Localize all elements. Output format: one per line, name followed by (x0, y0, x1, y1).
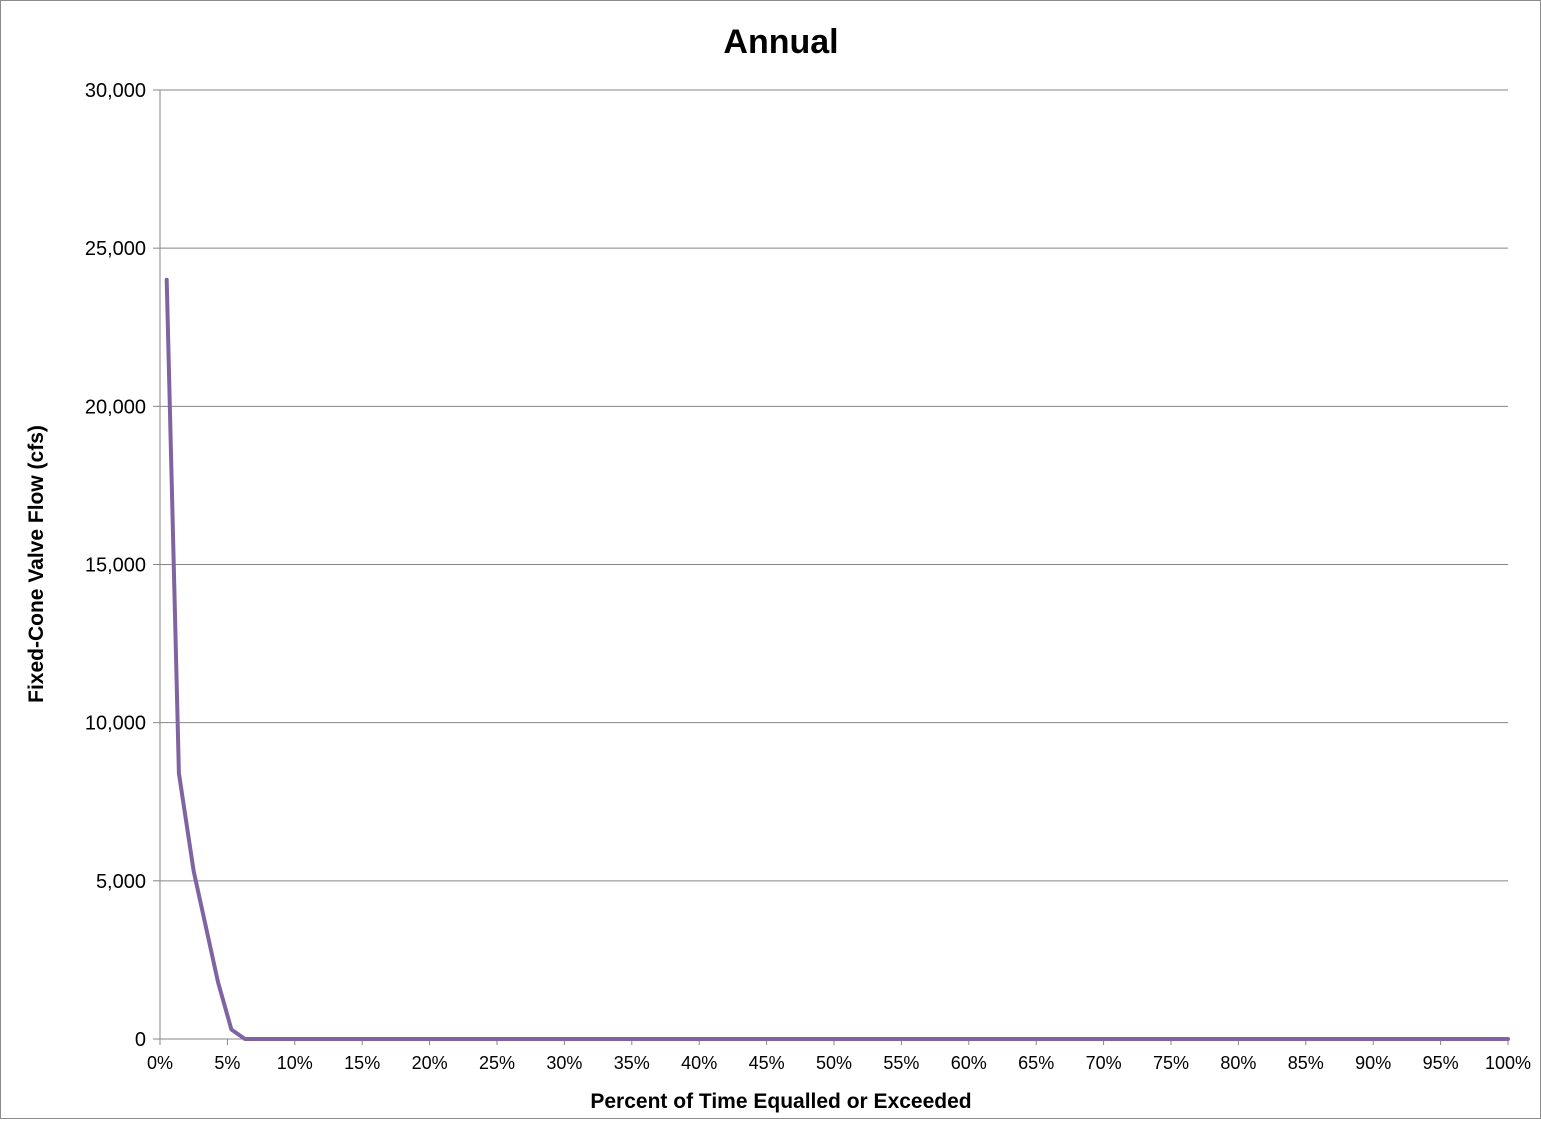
x-tick-label: 15% (344, 1053, 380, 1073)
x-tick-label: 35% (614, 1053, 650, 1073)
x-axis-title: Percent of Time Equalled or Exceeded (590, 1090, 971, 1113)
y-axis-title: Fixed-Cone Valve Flow (cfs) (25, 425, 48, 703)
axes (153, 89, 1509, 1045)
gridlines (160, 89, 1508, 882)
x-tick-label: 50% (816, 1053, 852, 1073)
x-tick-label: 30% (546, 1053, 582, 1073)
x-tick-label: 40% (681, 1053, 717, 1073)
chart-title: Annual (723, 23, 838, 61)
x-tick-label: 65% (1018, 1053, 1054, 1073)
y-tick-label: 30,000 (85, 80, 146, 102)
x-tick-label: 45% (749, 1053, 785, 1073)
x-tick-label: 80% (1220, 1053, 1256, 1073)
y-tick-label: 20,000 (85, 396, 146, 418)
x-tick-label: 100% (1485, 1053, 1531, 1073)
x-tick-label: 0% (147, 1053, 173, 1073)
x-tick-label: 95% (1423, 1053, 1459, 1073)
y-axis-tick-labels: 0 5,000 10,000 15,000 20,000 25,000 30,000 (85, 80, 146, 1051)
x-tick-label: 60% (951, 1053, 987, 1073)
series-layer (164, 277, 1510, 1041)
x-tick-label: 10% (277, 1053, 313, 1073)
x-tick-label: 20% (412, 1053, 448, 1073)
y-tick-label: 0 (135, 1029, 146, 1051)
x-tick-label: 85% (1288, 1053, 1324, 1073)
x-tick-label: 90% (1355, 1053, 1391, 1073)
y-tick-label: 5,000 (96, 871, 146, 893)
x-tick-label: 25% (479, 1053, 515, 1073)
x-tick-label: 5% (214, 1053, 240, 1073)
series-line (164, 277, 1510, 1041)
y-tick-label: 25,000 (85, 238, 146, 260)
x-tick-label: 70% (1086, 1053, 1122, 1073)
x-tick-label: 75% (1153, 1053, 1189, 1073)
x-axis-tick-labels: 0% 5% 10% 15% 20% 25% 30% 35% 40% 45% 50% 55% 60% 65%… (147, 1053, 1531, 1073)
x-tick-label: 55% (883, 1053, 919, 1073)
y-tick-label: 15,000 (85, 555, 146, 577)
y-tick-label: 10,000 (85, 713, 146, 735)
